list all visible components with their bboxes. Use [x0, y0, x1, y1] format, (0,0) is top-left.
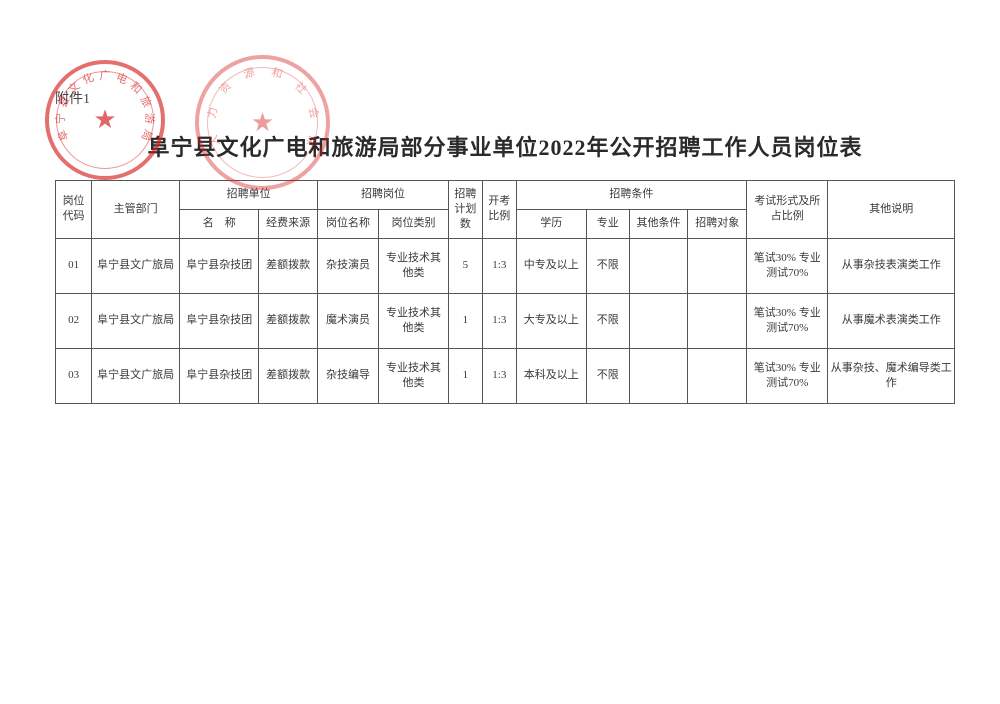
cell-dept: 阜宁县文广旅局 — [92, 293, 180, 348]
th-plan: 招聘计划数 — [448, 181, 482, 239]
cell-major: 不限 — [586, 238, 629, 293]
cell-major: 不限 — [586, 293, 629, 348]
th-major: 专业 — [586, 209, 629, 238]
th-exam: 考试形式及所占比例 — [747, 181, 828, 239]
cell-exam: 笔试30% 专业测试70% — [747, 238, 828, 293]
cell-edu: 大专及以上 — [516, 293, 586, 348]
cell-code: 03 — [56, 348, 92, 403]
table-row: 02阜宁县文广旅局阜宁县杂技团差额拨款魔术演员专业技术其他类11:3大专及以上不… — [56, 293, 955, 348]
cell-note: 从事杂技、魔术编导类工作 — [828, 348, 955, 403]
cell-exam: 笔试30% 专业测试70% — [747, 293, 828, 348]
cell-post_name: 杂技编导 — [317, 348, 378, 403]
page-container: 附件1 ★ 阜宁县文化广电和旅游局 ★ 人力资源和社会保 阜宁县文化广电和旅游局… — [0, 0, 1000, 704]
cell-post_type: 专业技术其他类 — [378, 293, 448, 348]
cell-unit_name: 阜宁县杂技团 — [180, 348, 259, 403]
cell-edu: 本科及以上 — [516, 348, 586, 403]
table-body: 01阜宁县文广旅局阜宁县杂技团差额拨款杂技演员专业技术其他类51:3中专及以上不… — [56, 238, 955, 403]
cell-note: 从事杂技表演类工作 — [828, 238, 955, 293]
th-fund: 经费来源 — [259, 209, 318, 238]
cell-ratio: 1:3 — [482, 293, 516, 348]
cell-exam: 笔试30% 专业测试70% — [747, 348, 828, 403]
th-code: 岗位代码 — [56, 181, 92, 239]
cell-code: 01 — [56, 238, 92, 293]
th-other-cond: 其他条件 — [629, 209, 688, 238]
cell-target — [688, 238, 747, 293]
cell-other_cond — [629, 293, 688, 348]
th-unit-name: 名 称 — [180, 209, 259, 238]
seal-text-ring: 人力资源和社会保 — [199, 59, 326, 186]
cell-plan: 1 — [448, 293, 482, 348]
cell-dept: 阜宁县文广旅局 — [92, 238, 180, 293]
th-dept: 主管部门 — [92, 181, 180, 239]
cell-ratio: 1:3 — [482, 238, 516, 293]
cell-post_name: 杂技演员 — [317, 238, 378, 293]
cell-note: 从事魔术表演类工作 — [828, 293, 955, 348]
cell-post_type: 专业技术其他类 — [378, 238, 448, 293]
cell-code: 02 — [56, 293, 92, 348]
cell-fund: 差额拨款 — [259, 348, 318, 403]
th-edu: 学历 — [516, 209, 586, 238]
cell-target — [688, 348, 747, 403]
official-seal-2: ★ 人力资源和社会保 — [195, 55, 330, 190]
attachment-label: 附件1 — [55, 88, 90, 108]
table-row: 03阜宁县文广旅局阜宁县杂技团差额拨款杂技编导专业技术其他类11:3本科及以上不… — [56, 348, 955, 403]
table-row: 01阜宁县文广旅局阜宁县杂技团差额拨款杂技演员专业技术其他类51:3中专及以上不… — [56, 238, 955, 293]
th-cond-group: 招聘条件 — [516, 181, 746, 210]
cell-major: 不限 — [586, 348, 629, 403]
table-header: 岗位代码 主管部门 招聘单位 招聘岗位 招聘计划数 开考比例 招聘条件 考试形式… — [56, 181, 955, 239]
th-ratio: 开考比例 — [482, 181, 516, 239]
th-post-group: 招聘岗位 — [317, 181, 448, 210]
th-note: 其他说明 — [828, 181, 955, 239]
cell-fund: 差额拨款 — [259, 238, 318, 293]
recruitment-table: 岗位代码 主管部门 招聘单位 招聘岗位 招聘计划数 开考比例 招聘条件 考试形式… — [55, 180, 955, 404]
page-title: 阜宁县文化广电和旅游局部分事业单位2022年公开招聘工作人员岗位表 — [50, 130, 960, 162]
th-unit-group: 招聘单位 — [180, 181, 318, 210]
th-post-type: 岗位类别 — [378, 209, 448, 238]
cell-unit_name: 阜宁县杂技团 — [180, 238, 259, 293]
cell-edu: 中专及以上 — [516, 238, 586, 293]
th-post-name: 岗位名称 — [317, 209, 378, 238]
cell-plan: 1 — [448, 348, 482, 403]
official-seal-1: ★ 阜宁县文化广电和旅游局 — [45, 60, 165, 180]
cell-ratio: 1:3 — [482, 348, 516, 403]
cell-dept: 阜宁县文广旅局 — [92, 348, 180, 403]
cell-fund: 差额拨款 — [259, 293, 318, 348]
cell-target — [688, 293, 747, 348]
cell-plan: 5 — [448, 238, 482, 293]
cell-unit_name: 阜宁县杂技团 — [180, 293, 259, 348]
th-target: 招聘对象 — [688, 209, 747, 238]
cell-post_name: 魔术演员 — [317, 293, 378, 348]
cell-other_cond — [629, 348, 688, 403]
cell-post_type: 专业技术其他类 — [378, 348, 448, 403]
cell-other_cond — [629, 238, 688, 293]
